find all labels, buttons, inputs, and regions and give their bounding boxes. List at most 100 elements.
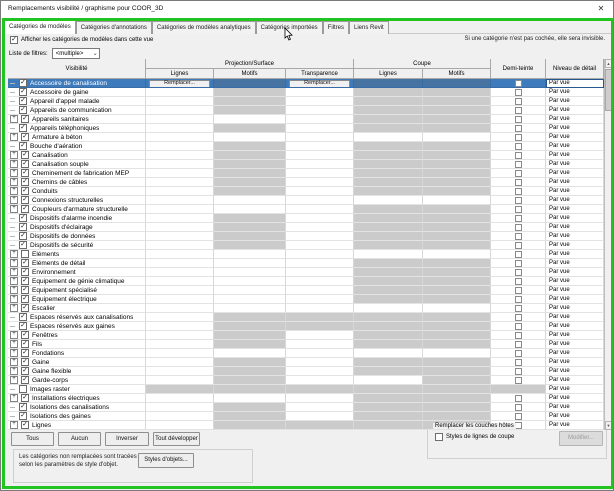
- cell-transparence[interactable]: [286, 223, 354, 232]
- table-row[interactable]: + ✓ Cheminement de fabrication MEP Par vue: [8, 169, 604, 178]
- cell-visibility[interactable]: + ✓ Connexions structurelles: [8, 196, 146, 205]
- cell-visibility[interactable]: ✓ Accessoire de canalisation: [8, 79, 146, 88]
- tab-liens-revit[interactable]: Liens Revit: [349, 21, 389, 34]
- visibility-checkbox[interactable]: ✓: [21, 133, 29, 141]
- cell-proj-lignes[interactable]: [146, 259, 214, 268]
- cell-coupe-lignes[interactable]: [354, 349, 423, 358]
- cell-transparence[interactable]: [286, 358, 354, 367]
- cell-niveau-detail[interactable]: Par vue: [546, 88, 604, 97]
- cell-proj-lignes[interactable]: [146, 286, 214, 295]
- expand-plus-icon[interactable]: +: [10, 178, 18, 186]
- cell-proj-lignes[interactable]: [146, 349, 214, 358]
- visibility-checkbox[interactable]: ✓: [21, 115, 29, 123]
- cell-visibility[interactable]: ✓ Espaces réservés aux canalisations: [8, 313, 146, 322]
- cell-visibility[interactable]: + ✓ Fils: [8, 340, 146, 349]
- cell-visibility[interactable]: ✓ Appareil d'appel malade: [8, 97, 146, 106]
- visibility-checkbox[interactable]: [21, 250, 29, 258]
- cell-transparence[interactable]: [286, 169, 354, 178]
- scrollbar-thumb[interactable]: [605, 69, 612, 111]
- cell-visibility[interactable]: + ✓ Fondations: [8, 349, 146, 358]
- cell-transparence[interactable]: [286, 304, 354, 313]
- cell-transparence[interactable]: [286, 394, 354, 403]
- tab-cat-gories-de-mod-les[interactable]: Catégories de modèles: [4, 19, 76, 34]
- cell-coupe-lignes[interactable]: [354, 196, 423, 205]
- cell-proj-lignes[interactable]: [146, 412, 214, 421]
- expand-plus-icon[interactable]: +: [10, 304, 18, 312]
- cell-transparence[interactable]: [286, 196, 354, 205]
- cell-niveau-detail[interactable]: Par vue: [546, 142, 604, 151]
- cell-proj-lignes[interactable]: [146, 322, 214, 331]
- cell-proj-motifs[interactable]: [214, 268, 286, 277]
- halftone-checkbox[interactable]: [514, 340, 522, 348]
- cell-visibility[interactable]: + ✓ Chemins de câbles: [8, 178, 146, 187]
- halftone-checkbox[interactable]: [514, 214, 522, 222]
- cell-demi-teinte[interactable]: [491, 277, 546, 286]
- table-row[interactable]: + ✓ Canalisation Par vue: [8, 151, 604, 160]
- cell-niveau-detail[interactable]: Par vue: [546, 205, 604, 214]
- table-row[interactable]: + ✓ Escalier Par vue: [8, 304, 604, 313]
- expand-plus-icon[interactable]: +: [10, 187, 18, 195]
- expand-all-button[interactable]: Tout développer: [153, 432, 200, 446]
- cell-proj-motifs[interactable]: [214, 394, 286, 403]
- cell-niveau-detail[interactable]: Par vue: [546, 178, 604, 187]
- select-none-button[interactable]: Aucun: [58, 432, 101, 446]
- cell-demi-teinte[interactable]: [491, 376, 546, 385]
- cell-proj-lignes[interactable]: [146, 241, 214, 250]
- cell-niveau-detail[interactable]: Par vue: [546, 187, 604, 196]
- table-row[interactable]: + ✓ Fils Par vue: [8, 340, 604, 349]
- cell-niveau-detail[interactable]: Par vue: [546, 376, 604, 385]
- cell-demi-teinte[interactable]: [491, 259, 546, 268]
- halftone-checkbox[interactable]: [514, 79, 522, 87]
- visibility-checkbox[interactable]: ✓: [21, 295, 29, 303]
- cell-transparence[interactable]: Remplacer...: [286, 79, 354, 88]
- halftone-checkbox[interactable]: [514, 124, 522, 132]
- select-all-button[interactable]: Tous: [11, 432, 54, 446]
- cell-niveau-detail[interactable]: Par vue: [546, 394, 604, 403]
- cell-demi-teinte[interactable]: [491, 106, 546, 115]
- visibility-checkbox[interactable]: ✓: [19, 97, 27, 105]
- cell-niveau-detail[interactable]: Par vue: [546, 313, 604, 322]
- cell-proj-motifs[interactable]: [214, 115, 286, 124]
- cell-proj-lignes[interactable]: [146, 223, 214, 232]
- cell-proj-lignes[interactable]: [146, 205, 214, 214]
- cell-proj-lignes[interactable]: [146, 394, 214, 403]
- halftone-checkbox[interactable]: [514, 412, 522, 420]
- visibility-checkbox[interactable]: ✓: [21, 196, 29, 204]
- cell-demi-teinte[interactable]: [491, 322, 546, 331]
- table-row[interactable]: + ✓ Conduits Par vue: [8, 187, 604, 196]
- cell-demi-teinte[interactable]: [491, 286, 546, 295]
- table-row[interactable]: + ✓ Connexions structurelles Par vue: [8, 196, 604, 205]
- visibility-checkbox[interactable]: ✓: [19, 106, 27, 114]
- cell-visibility[interactable]: + ✓ Gaine: [8, 358, 146, 367]
- cell-transparence[interactable]: [286, 151, 354, 160]
- cell-transparence[interactable]: [286, 232, 354, 241]
- expand-plus-icon[interactable]: +: [10, 286, 18, 294]
- visibility-checkbox[interactable]: ✓: [19, 223, 27, 231]
- cell-proj-lignes[interactable]: [146, 268, 214, 277]
- visibility-checkbox[interactable]: ✓: [19, 214, 27, 222]
- cell-niveau-detail[interactable]: Par vue: [546, 322, 604, 331]
- cell-niveau-detail[interactable]: Par vue: [546, 160, 604, 169]
- cell-visibility[interactable]: + ✓ Equipement de génie climatique: [8, 277, 146, 286]
- cell-proj-motifs[interactable]: [214, 259, 286, 268]
- visibility-checkbox[interactable]: ✓: [21, 286, 29, 294]
- table-row[interactable]: Images raster Par vue: [8, 385, 604, 394]
- visibility-checkbox[interactable]: ✓: [21, 340, 29, 348]
- cell-demi-teinte[interactable]: [491, 223, 546, 232]
- expand-plus-icon[interactable]: +: [10, 394, 18, 402]
- visibility-checkbox[interactable]: ✓: [21, 259, 29, 267]
- table-row[interactable]: + ✓ Gaine flexible Par vue: [8, 367, 604, 376]
- cell-transparence[interactable]: [286, 250, 354, 259]
- expand-plus-icon[interactable]: +: [10, 295, 18, 303]
- cell-transparence[interactable]: [286, 331, 354, 340]
- cell-proj-lignes[interactable]: [146, 313, 214, 322]
- cell-demi-teinte[interactable]: [491, 205, 546, 214]
- halftone-checkbox[interactable]: [514, 232, 522, 240]
- cell-visibility[interactable]: ✓ Appareils de communication: [8, 106, 146, 115]
- cell-transparence[interactable]: [286, 268, 354, 277]
- halftone-checkbox[interactable]: [514, 187, 522, 195]
- halftone-checkbox[interactable]: [514, 322, 522, 330]
- cell-demi-teinte[interactable]: [491, 79, 546, 88]
- cell-transparence[interactable]: [286, 205, 354, 214]
- cell-demi-teinte[interactable]: [491, 214, 546, 223]
